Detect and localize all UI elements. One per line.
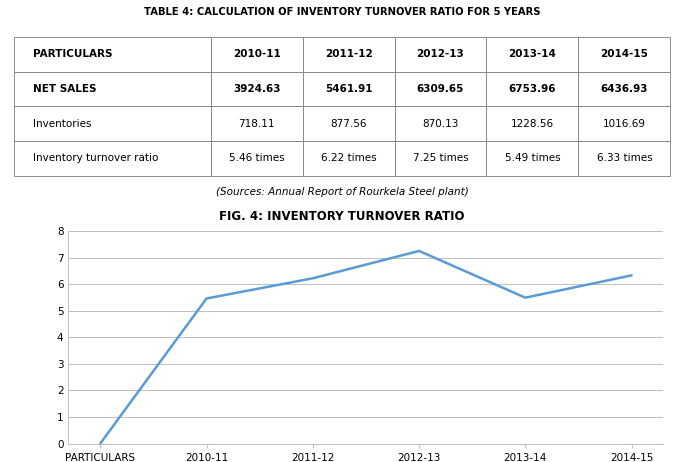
Text: (Sources: Annual Report of Rourkela Steel plant): (Sources: Annual Report of Rourkela Stee…	[215, 187, 469, 197]
Text: FIG. 4: INVENTORY TURNOVER RATIO: FIG. 4: INVENTORY TURNOVER RATIO	[220, 210, 464, 223]
Text: TABLE 4: CALCULATION OF INVENTORY TURNOVER RATIO FOR 5 YEARS: TABLE 4: CALCULATION OF INVENTORY TURNOV…	[144, 7, 540, 17]
